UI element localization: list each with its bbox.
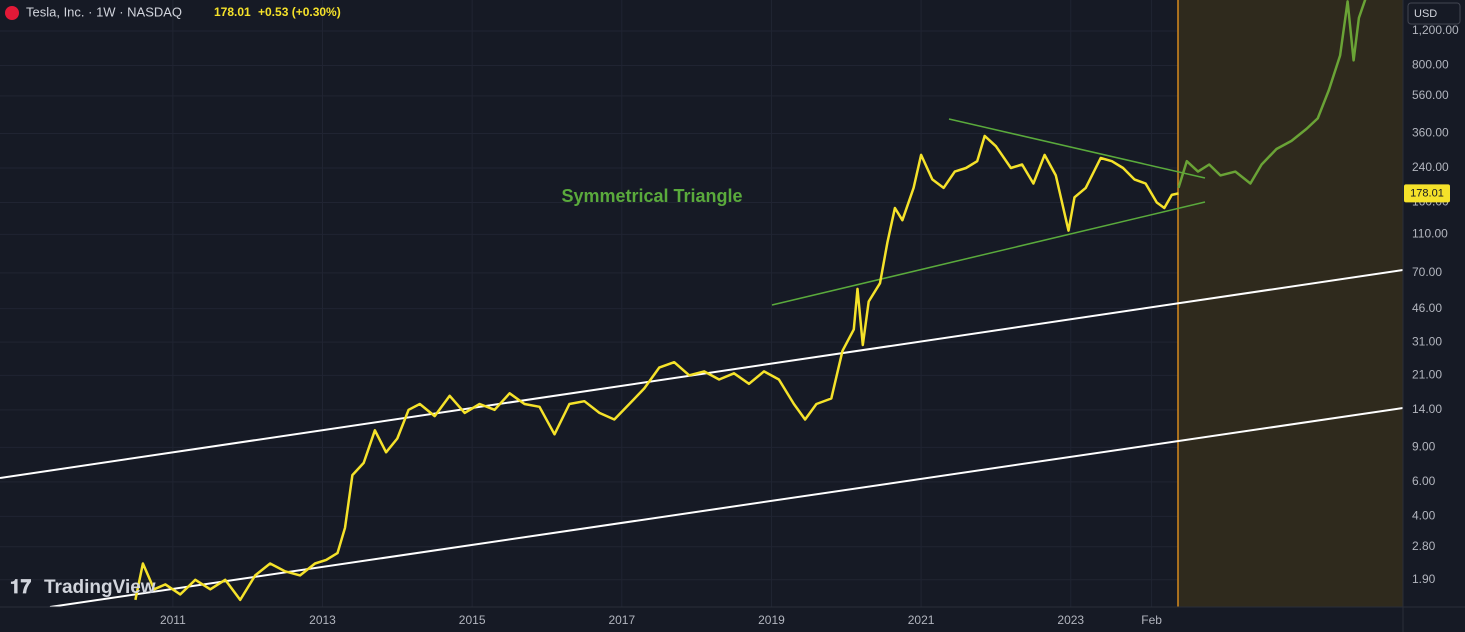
header-price: 178.01 (214, 5, 251, 19)
price-line (134, 134, 1179, 602)
currency-box[interactable] (1407, 2, 1461, 25)
watermark: TradingView (44, 577, 156, 598)
y-tick-label: 360.00 (1412, 126, 1449, 140)
x-tick-label: 2023 (1057, 613, 1084, 627)
x-tick-label: 2013 (309, 613, 336, 627)
y-tick-label: 70.00 (1412, 265, 1442, 279)
y-tick-label: 6.00 (1412, 474, 1436, 488)
y-tick-label: 21.00 (1412, 367, 1442, 381)
x-tick-label: 2021 (908, 613, 935, 627)
watermark-logo: 𝟏𝟕 (10, 577, 32, 598)
channel-upper (0, 269, 1403, 479)
y-tick-label: 31.00 (1412, 334, 1442, 348)
y-tick-label: 9.00 (1412, 440, 1436, 454)
x-tick-label: Feb (1141, 613, 1162, 627)
series-layer (134, 0, 1367, 602)
y-tick-label: 240.00 (1412, 160, 1449, 174)
price-label: 178.01 (1410, 187, 1444, 199)
triangle-lower (771, 201, 1206, 306)
header-change: +0.53 (+0.30%) (258, 5, 341, 19)
y-tick-label: 4.00 (1412, 509, 1436, 523)
drawings (0, 118, 1403, 607)
y-tick-label: 560.00 (1412, 88, 1449, 102)
y-tick-label: 2.80 (1412, 539, 1436, 553)
price-line (1177, 0, 1367, 189)
price-label-box (1404, 184, 1450, 203)
channel-lower (49, 407, 1403, 607)
currency[interactable]: USD (1414, 8, 1437, 20)
x-tick-label: 2011 (160, 613, 186, 627)
x-tick-label: 2015 (459, 613, 486, 627)
triangle-upper (948, 118, 1206, 179)
y-tick-label: 1,200.00 (1412, 23, 1459, 37)
grid (0, 0, 1403, 607)
y-tick-label: 46.00 (1412, 301, 1442, 315)
x-tick-label: 2017 (608, 613, 635, 627)
y-tick-label: 14.00 (1412, 402, 1442, 416)
annotation: Symmetrical Triangle (561, 186, 742, 206)
y-tick-label: 800.00 (1412, 58, 1449, 72)
y-tick-label: 110.00 (1412, 227, 1448, 241)
x-tick-label: 2019 (758, 613, 785, 627)
symbol-title: Tesla, Inc. · 1W · NASDAQ (26, 4, 182, 19)
y-tick-label: 1.90 (1412, 572, 1436, 586)
axes: 1.90 2.80 4.00 6.00 9.00 14.00 21.00 31.00 46.00… (160, 23, 1459, 627)
logo (5, 6, 19, 20)
forecast-zone (1178, 0, 1403, 607)
